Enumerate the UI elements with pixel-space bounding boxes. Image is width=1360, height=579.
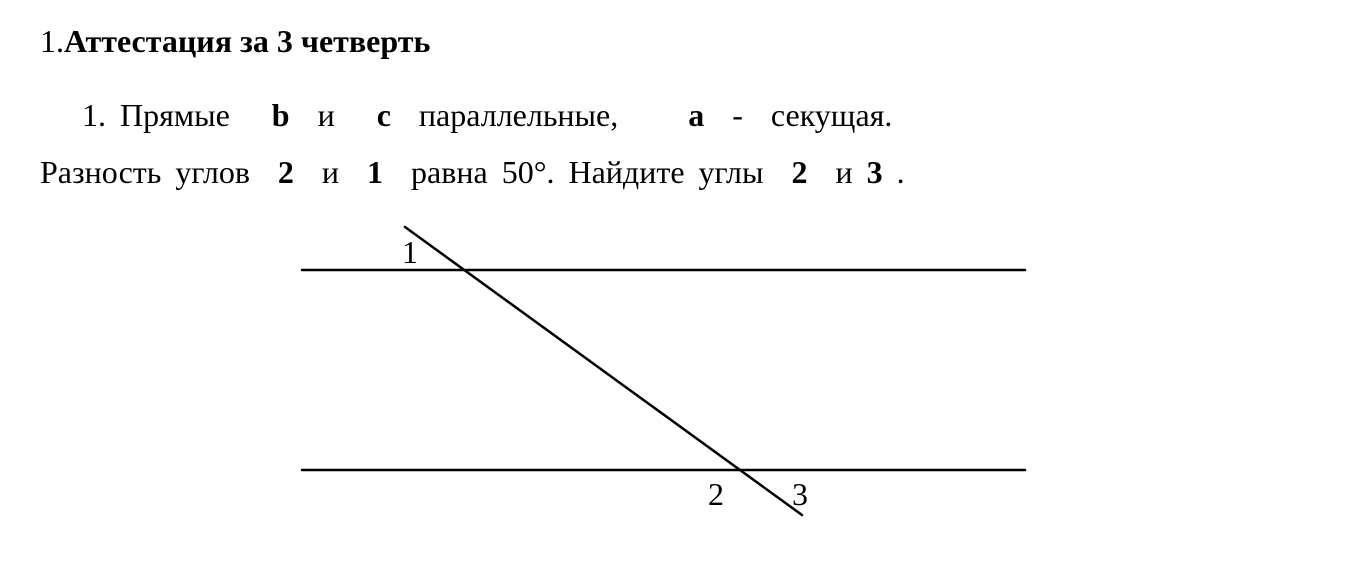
problem-line-1: 1. Прямые b и c параллельные, a - секуща…: [40, 92, 1320, 138]
heading: 1.Аттестация за 3 четверть: [40, 18, 1320, 64]
text: -: [732, 97, 743, 133]
text: и: [835, 154, 852, 190]
text: секущая.: [771, 97, 892, 133]
geometry-figure: 1 2 3: [290, 215, 1070, 525]
label-angle-2: 2: [708, 471, 724, 517]
text: параллельные,: [419, 97, 618, 133]
angle-2: 2: [278, 154, 294, 190]
text: .: [897, 154, 905, 190]
angle-2b: 2: [791, 154, 807, 190]
page: 1.Аттестация за 3 четверть 1. Прямые b и…: [0, 0, 1360, 579]
label-angle-3: 3: [792, 471, 808, 517]
text: и: [318, 97, 335, 133]
text: Разность углов: [40, 154, 250, 190]
var-b: b: [272, 97, 290, 133]
heading-title: Аттестация за 3 четверть: [64, 23, 430, 59]
text: и: [322, 154, 339, 190]
angle-3: 3: [867, 154, 883, 190]
var-c: c: [377, 97, 391, 133]
text: равна 50°. Найдите углы: [411, 154, 763, 190]
heading-number: 1.: [40, 23, 64, 59]
var-a: a: [688, 97, 704, 133]
text: 1. Прямые: [82, 97, 230, 133]
label-angle-1: 1: [402, 229, 418, 275]
angle-1: 1: [367, 154, 383, 190]
problem-line-2: Разность углов 2 и 1 равна 50°. Найдите …: [40, 149, 1320, 195]
